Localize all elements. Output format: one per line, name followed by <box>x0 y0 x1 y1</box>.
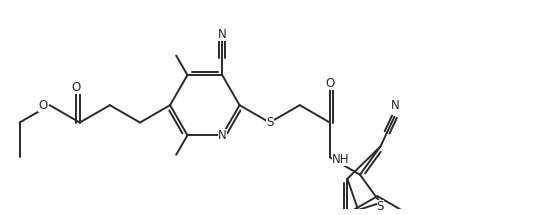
Text: O: O <box>71 81 80 94</box>
Text: N: N <box>218 28 226 41</box>
Text: S: S <box>377 200 384 213</box>
Text: S: S <box>266 116 273 129</box>
Text: N: N <box>218 129 226 142</box>
Text: N: N <box>391 99 400 112</box>
Text: NH: NH <box>332 153 350 166</box>
Text: O: O <box>325 77 335 91</box>
Text: O: O <box>38 99 47 112</box>
